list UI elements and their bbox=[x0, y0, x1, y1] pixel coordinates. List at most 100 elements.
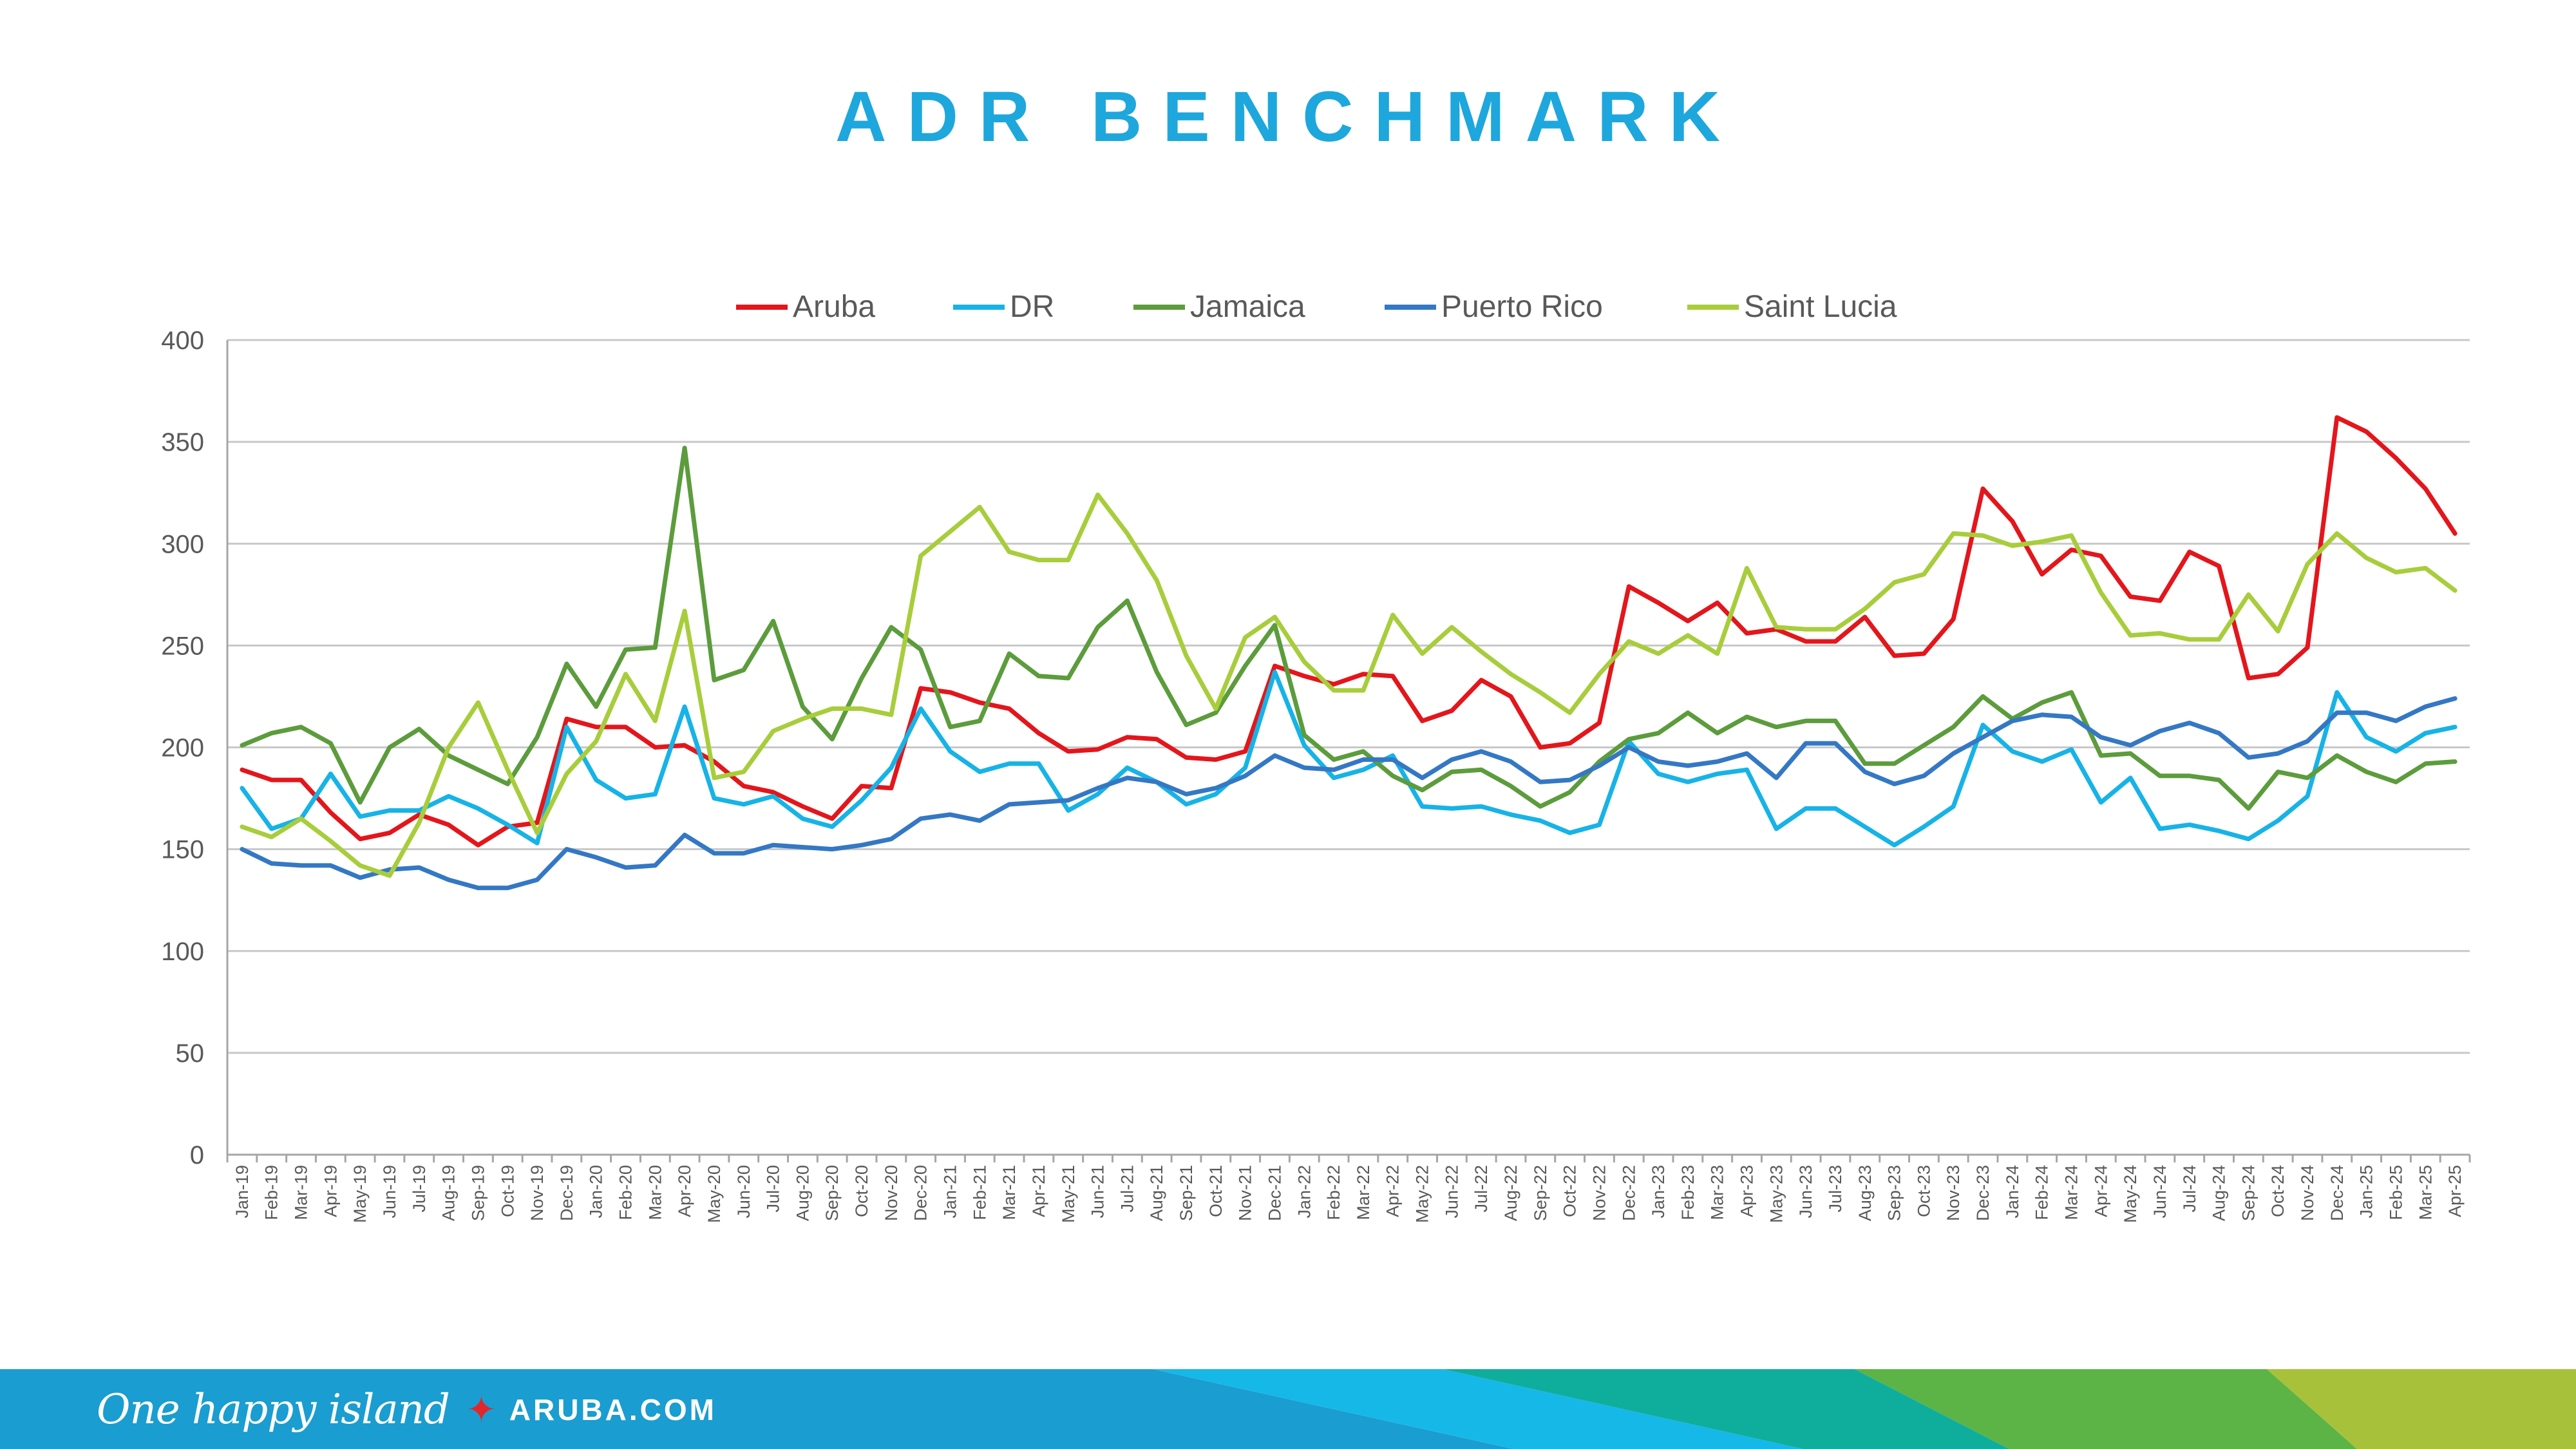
x-tick-label: Jun-22 bbox=[1442, 1165, 1461, 1218]
x-tick-label: Feb-21 bbox=[970, 1165, 989, 1220]
x-tick-label: Dec-24 bbox=[2327, 1165, 2347, 1221]
x-tick-label: Dec-23 bbox=[1973, 1165, 1993, 1221]
y-tick-label-100: 100 bbox=[161, 938, 204, 966]
x-tick-label: Sep-24 bbox=[2239, 1165, 2258, 1221]
x-tick-label: Dec-19 bbox=[557, 1165, 576, 1221]
x-tick-label: Jun-19 bbox=[380, 1165, 399, 1218]
legend-label-jamaica: Jamaica bbox=[1190, 290, 1305, 324]
y-tick-label-0: 0 bbox=[190, 1141, 204, 1170]
x-tick-label: Sep-19 bbox=[468, 1165, 488, 1221]
x-tick-label: Apr-21 bbox=[1029, 1165, 1048, 1217]
x-tick-label: Nov-23 bbox=[1944, 1165, 1963, 1221]
x-tick-label: Aug-24 bbox=[2210, 1165, 2229, 1221]
footer-stripe-blue bbox=[0, 1369, 1513, 1449]
x-tick-label: Jul-24 bbox=[2180, 1165, 2199, 1213]
legend-label-dr: DR bbox=[1010, 290, 1054, 324]
series-line-saint-lucia bbox=[240, 492, 2458, 878]
y-tick-label-300: 300 bbox=[161, 530, 204, 558]
legend-label-aruba: Aruba bbox=[793, 290, 875, 324]
series-line-puerto-rico bbox=[240, 696, 2458, 891]
x-tick-label: Sep-21 bbox=[1177, 1165, 1196, 1221]
x-tick-label: Jan-20 bbox=[587, 1165, 606, 1218]
series-line-dr bbox=[240, 670, 2458, 848]
x-tick-label: Oct-20 bbox=[852, 1165, 871, 1217]
x-tick-label: Aug-23 bbox=[1855, 1165, 1875, 1221]
x-tick-label: Feb-20 bbox=[616, 1165, 636, 1220]
x-tick-label: Aug-21 bbox=[1147, 1165, 1166, 1221]
footer-stripe-green bbox=[1855, 1369, 2357, 1449]
x-tick-label: Mar-23 bbox=[1708, 1165, 1727, 1220]
y-tick-label-350: 350 bbox=[161, 428, 204, 457]
y-tick-label-50: 50 bbox=[176, 1039, 205, 1068]
x-tick-label: May-20 bbox=[705, 1165, 724, 1223]
x-tick-label: Mar-22 bbox=[1354, 1165, 1373, 1220]
line-chart: 0 50 100 150 200 250 300 350 400 Jan-19 Feb-19 Mar-… bbox=[161, 290, 2471, 1223]
x-tick-label: Jan-24 bbox=[2003, 1165, 2022, 1218]
y-tick-label-150: 150 bbox=[161, 836, 204, 864]
x-tick-label: Dec-21 bbox=[1265, 1165, 1284, 1221]
x-tick-label: Dec-20 bbox=[911, 1165, 931, 1221]
x-tick-label: Aug-20 bbox=[793, 1165, 812, 1221]
x-tick-label: May-23 bbox=[1766, 1165, 1786, 1223]
x-tick-label: Jun-21 bbox=[1088, 1165, 1108, 1218]
x-tick-label: Oct-21 bbox=[1206, 1165, 1226, 1217]
x-tick-label: Nov-22 bbox=[1589, 1165, 1609, 1221]
x-tick-label: Nov-24 bbox=[2298, 1165, 2317, 1221]
x-tick-label: Mar-19 bbox=[292, 1165, 311, 1220]
x-tick-label: Jun-24 bbox=[2150, 1165, 2170, 1218]
series-line-jamaica bbox=[240, 446, 2458, 811]
x-tick-label: May-22 bbox=[1413, 1165, 1432, 1223]
footer-site-link[interactable]: ARUBA.COM bbox=[509, 1393, 717, 1426]
series-line-aruba bbox=[240, 415, 2458, 848]
x-tick-label: Nov-21 bbox=[1236, 1165, 1255, 1221]
x-tick-label: Jul-21 bbox=[1117, 1165, 1137, 1213]
chart-title: ADR BENCHMARK bbox=[835, 77, 1741, 156]
x-tick-label: Jun-23 bbox=[1796, 1165, 1815, 1218]
x-tick-label: Nov-19 bbox=[527, 1165, 547, 1221]
x-tick-label: Jun-20 bbox=[734, 1165, 753, 1218]
x-tick-label: Apr-20 bbox=[675, 1165, 694, 1217]
x-tick-label: May-19 bbox=[350, 1165, 370, 1223]
y-tick-label-400: 400 bbox=[161, 327, 204, 355]
legend-label-saint-lucia: Saint Lucia bbox=[1744, 290, 1897, 324]
footer-stripe-cyan bbox=[1153, 1369, 1803, 1449]
x-tick-label: Feb-19 bbox=[262, 1165, 281, 1220]
x-tick-label: Jul-23 bbox=[1826, 1165, 1845, 1213]
x-tick-label: Mar-25 bbox=[2416, 1165, 2435, 1220]
x-tick-label: Sep-23 bbox=[1885, 1165, 1904, 1221]
x-tick-label: Mar-20 bbox=[645, 1165, 665, 1220]
footer-banner: One happy island ✦ ARUBA.COM bbox=[0, 1369, 2576, 1449]
x-tick-label: Sep-20 bbox=[822, 1165, 842, 1221]
legend-label-puerto-rico: Puerto Rico bbox=[1441, 290, 1603, 324]
x-tick-label: Jan-21 bbox=[940, 1165, 960, 1218]
y-tick-label-200: 200 bbox=[161, 734, 204, 762]
x-tick-label: Oct-19 bbox=[498, 1165, 517, 1217]
x-tick-label: Oct-22 bbox=[1560, 1165, 1580, 1217]
footer-stripes bbox=[0, 1369, 2576, 1449]
x-tick-label: Mar-21 bbox=[999, 1165, 1019, 1220]
x-tick-label: Dec-22 bbox=[1619, 1165, 1638, 1221]
footer-stripe-teal bbox=[1443, 1369, 2009, 1449]
star-icon: ✦ bbox=[466, 1389, 497, 1430]
x-tick-label: Jan-23 bbox=[1649, 1165, 1668, 1218]
x-tick-label: Jan-22 bbox=[1294, 1165, 1314, 1218]
x-tick-label: Jul-19 bbox=[410, 1165, 429, 1213]
x-tick-label: Apr-22 bbox=[1383, 1165, 1403, 1217]
x-tick-label: May-21 bbox=[1059, 1165, 1078, 1223]
x-tick-label: Mar-24 bbox=[2061, 1165, 2081, 1220]
x-tick-label: Oct-23 bbox=[1914, 1165, 1933, 1217]
footer-brand: One happy island ✦ ARUBA.COM bbox=[97, 1381, 717, 1439]
x-tick-label: Aug-19 bbox=[439, 1165, 459, 1221]
x-tick-label: Oct-24 bbox=[2268, 1165, 2287, 1217]
y-tick-label-250: 250 bbox=[161, 632, 204, 660]
x-tick-label: Apr-23 bbox=[1738, 1165, 1757, 1217]
x-tick-label: Feb-23 bbox=[1678, 1165, 1698, 1220]
x-tick-label: Feb-24 bbox=[2032, 1165, 2052, 1220]
x-tick-label: Feb-22 bbox=[1324, 1165, 1343, 1220]
x-tick-label: Aug-22 bbox=[1501, 1165, 1520, 1221]
x-tick-label: Apr-19 bbox=[321, 1165, 340, 1217]
footer-tagline: One happy island bbox=[97, 1386, 450, 1434]
x-tick-label: May-24 bbox=[2121, 1165, 2140, 1223]
x-tick-label: Jul-20 bbox=[764, 1165, 783, 1213]
x-tick-label: Feb-25 bbox=[2386, 1165, 2405, 1220]
